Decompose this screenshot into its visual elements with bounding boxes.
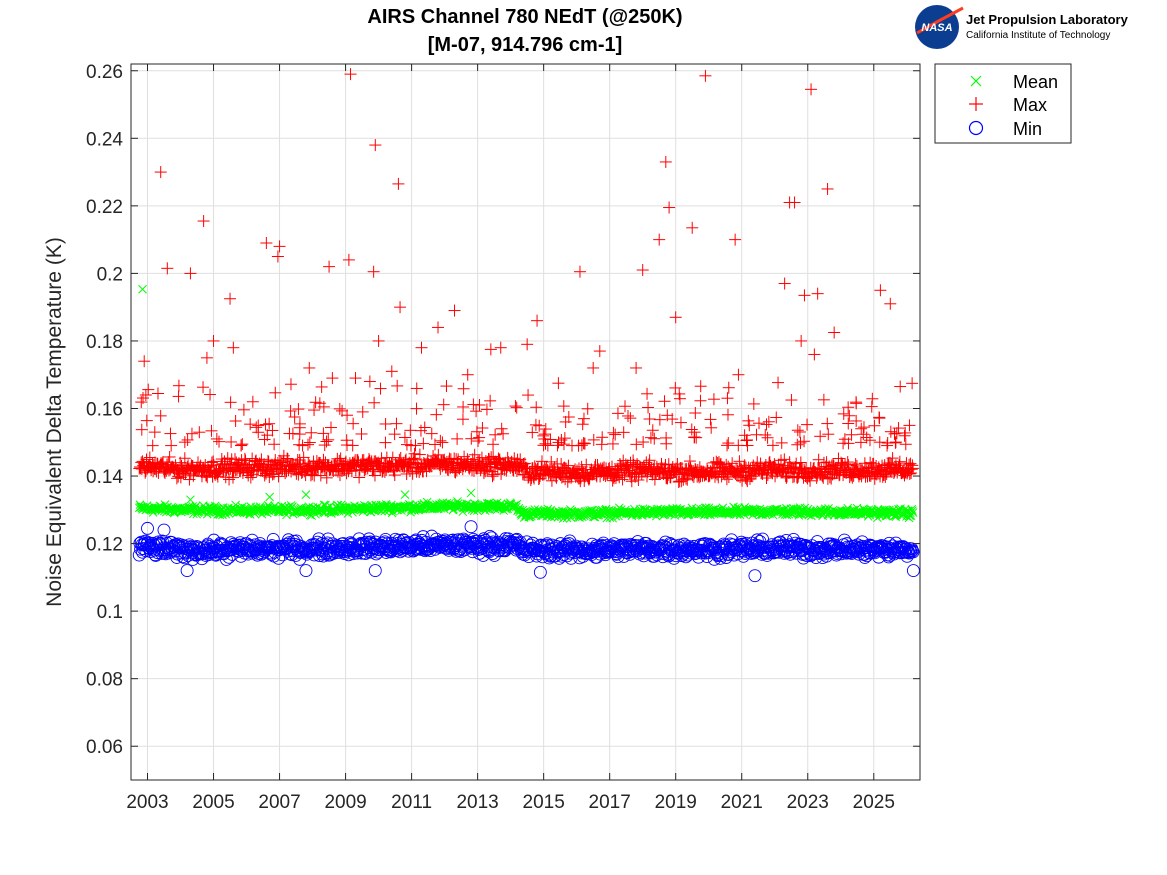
y-tick-label: 0.18 [86,332,123,353]
y-tick-label: 0.06 [86,737,123,758]
y-tick-label: 0.16 [86,399,123,420]
x-tick-label: 2011 [391,792,432,813]
legend-min-label: Min [1013,119,1042,139]
series-mean [134,284,918,523]
mean-point [387,508,397,518]
x-tick-label: 2025 [853,792,895,813]
x-tick-label: 2005 [192,792,234,813]
logo-subtitle: California Institute of Technology [966,30,1110,41]
y-tick-label: 0.1 [97,602,123,623]
y-tick-label: 0.2 [97,264,123,285]
legend-max-label: Max [1013,95,1047,115]
nasa-badge-text: NASA [921,22,952,34]
logo-title: Jet Propulsion Laboratory [966,12,1129,27]
x-tick-label: 2023 [787,792,829,813]
chart-title: AIRS Channel 780 NEdT (@250K) [367,6,682,28]
y-tick-label: 0.26 [86,62,123,83]
plot-area [131,64,920,780]
x-tick-label: 2017 [589,792,631,813]
y-tick-label: 0.12 [86,535,123,556]
mean-point [542,507,552,516]
y-axis-label: Noise Equivalent Delta Temperature (K) [43,237,66,607]
x-tick-label: 2009 [324,792,366,813]
y-tick-label: 0.22 [86,197,123,218]
chart-subtitle: [M-07, 914.796 cm-1] [428,34,623,56]
x-tick-label: 2015 [523,792,565,813]
y-tick-label: 0.24 [86,129,123,150]
legend: Mean Max Min [934,63,1072,144]
jpl-nasa-logo: NASA Jet Propulsion Laboratory Californi… [915,5,1129,49]
y-tick-label: 0.14 [86,467,123,488]
x-tick-label: 2021 [721,792,763,813]
x-tick-label: 2003 [126,792,168,813]
legend-mean-label: Mean [1013,72,1058,92]
x-tick-label: 2019 [655,792,697,813]
y-tick-label: 0.08 [86,670,123,691]
x-tick-label: 2013 [456,792,498,813]
x-tick-label: 2007 [258,792,300,813]
